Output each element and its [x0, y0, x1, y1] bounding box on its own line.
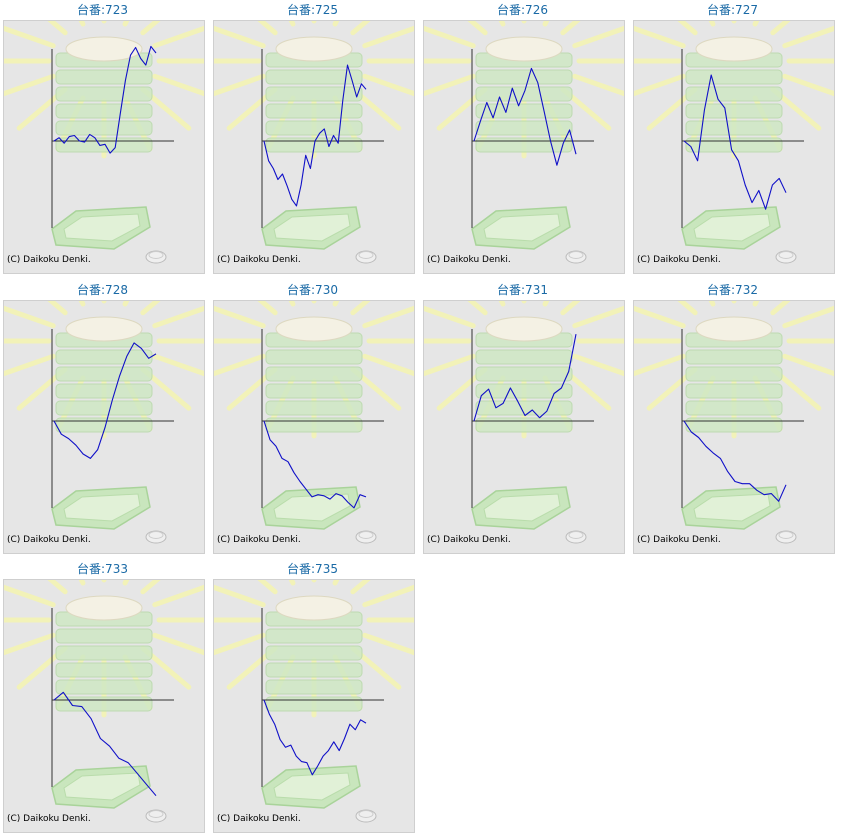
copyright-text: (C) Daikoku Denki. [637, 255, 721, 265]
data-series-line [262, 420, 366, 508]
decorative-background [633, 21, 834, 273]
machine-chart: 台番:727 (C) Daikoku Denki. [631, 0, 835, 274]
machine-chart: 台番:733 (C) Daikoku Denki. [1, 559, 205, 833]
decorative-background [633, 300, 834, 553]
copyright-text: (C) Daikoku Denki. [427, 535, 511, 545]
line-chart: (C) Daikoku Denki. [3, 21, 204, 273]
chart-panel: (C) Daikoku Denki. [2, 20, 205, 274]
copyright-text: (C) Daikoku Denki. [7, 255, 91, 265]
machine-chart: 台番:735 (C) Daikoku Denki. [211, 559, 415, 833]
data-series-line [53, 45, 156, 154]
line-chart: (C) Daikoku Denki. [213, 21, 414, 273]
line-chart: (C) Daikoku Denki. [213, 300, 414, 553]
chart-panel: (C) Daikoku Denki. [422, 299, 625, 554]
chart-panel: (C) Daikoku Denki. [2, 299, 205, 554]
chart-panel: (C) Daikoku Denki. [212, 299, 415, 554]
copyright-text: (C) Daikoku Denki. [427, 255, 511, 265]
chart-title: 台番:730 [287, 282, 338, 297]
chart-title: 台番:725 [287, 3, 338, 17]
decorative-background [3, 580, 204, 832]
decorative-background [3, 21, 204, 273]
line-chart: (C) Daikoku Denki. [3, 300, 204, 553]
copyright-text: (C) Daikoku Denki. [217, 535, 301, 545]
chart-panel: (C) Daikoku Denki. [632, 299, 835, 554]
line-chart: (C) Daikoku Denki. [213, 580, 414, 832]
chart-panel: (C) Daikoku Denki. [422, 20, 625, 274]
chart-panel: (C) Daikoku Denki. [2, 579, 205, 833]
line-chart: (C) Daikoku Denki. [3, 580, 204, 832]
copyright-text: (C) Daikoku Denki. [217, 255, 301, 265]
machine-chart: 台番:725 (C) Daikoku Denki. [211, 0, 415, 274]
machine-chart: 台番:730 (C) Daikoku Denki. [211, 280, 415, 554]
decorative-background [213, 300, 414, 553]
data-series-line [683, 420, 787, 502]
chart-panel: (C) Daikoku Denki. [212, 20, 415, 274]
decorative-background [213, 580, 414, 832]
chart-title: 台番:723 [77, 3, 128, 17]
chart-panel: (C) Daikoku Denki. [632, 20, 835, 274]
machine-chart: 台番:731 (C) Daikoku Denki. [421, 280, 625, 554]
data-series-line [53, 341, 156, 459]
line-chart: (C) Daikoku Denki. [633, 300, 834, 553]
chart-title: 台番:726 [497, 3, 548, 17]
data-series-line [472, 67, 577, 166]
chart-title: 台番:733 [77, 562, 128, 576]
copyright-text: (C) Daikoku Denki. [7, 814, 91, 824]
data-series-line [683, 74, 786, 210]
line-chart: (C) Daikoku Denki. [633, 21, 834, 273]
chart-title: 台番:732 [707, 282, 758, 297]
chart-title: 台番:727 [707, 3, 758, 17]
machine-chart: 台番:726 (C) Daikoku Denki. [421, 0, 625, 274]
decorative-background [423, 21, 624, 273]
data-series-line [262, 64, 366, 207]
line-chart: (C) Daikoku Denki. [423, 300, 624, 553]
chart-panel: (C) Daikoku Denki. [212, 579, 415, 833]
copyright-text: (C) Daikoku Denki. [217, 814, 301, 824]
chart-title: 台番:735 [287, 562, 338, 576]
machine-chart: 台番:723 (C) Daikoku Denki. [1, 0, 205, 274]
copyright-text: (C) Daikoku Denki. [637, 535, 721, 545]
chart-title: 台番:731 [497, 282, 548, 297]
data-series-line [472, 333, 577, 421]
machine-chart: 台番:728 (C) Daikoku Denki. [1, 280, 205, 554]
machine-chart: 台番:732 (C) Daikoku Denki. [631, 280, 835, 554]
decorative-background [423, 300, 624, 553]
copyright-text: (C) Daikoku Denki. [7, 535, 91, 545]
decorative-background [3, 300, 204, 553]
chart-title: 台番:728 [77, 282, 128, 297]
data-series-line [53, 691, 156, 797]
line-chart: (C) Daikoku Denki. [423, 21, 624, 273]
data-series-line [262, 699, 366, 776]
